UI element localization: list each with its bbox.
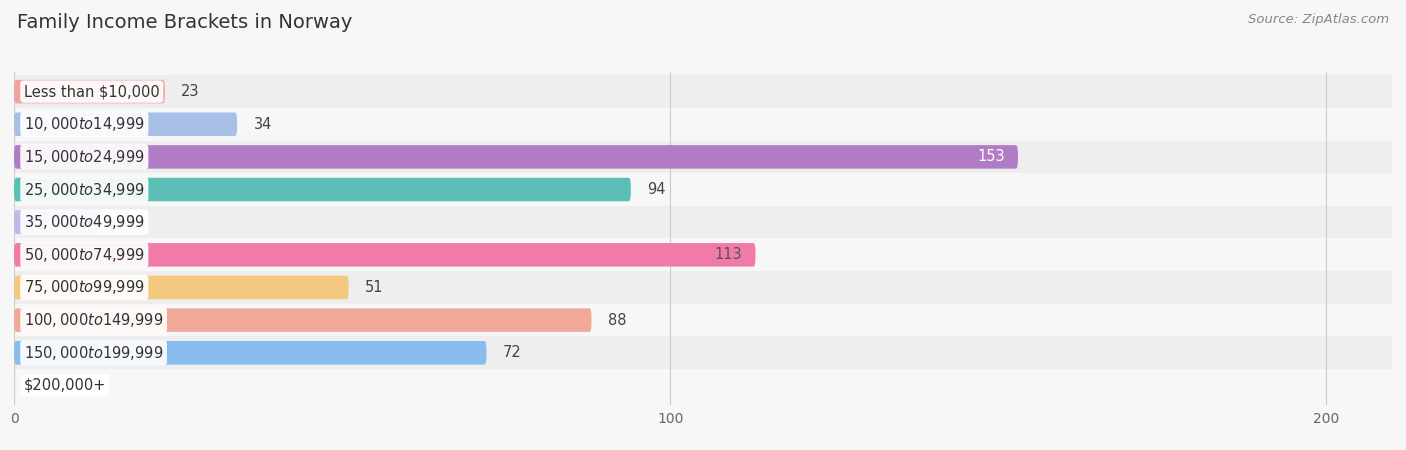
FancyBboxPatch shape [14, 308, 592, 332]
FancyBboxPatch shape [14, 211, 100, 234]
Bar [0, 75, 1406, 108]
Bar [0, 238, 1406, 271]
Bar [0, 206, 1406, 238]
Text: 113: 113 [714, 248, 742, 262]
Text: 72: 72 [503, 345, 522, 360]
FancyBboxPatch shape [14, 276, 349, 299]
Text: $200,000+: $200,000+ [24, 378, 107, 393]
Bar [0, 173, 1406, 206]
Text: 23: 23 [181, 84, 200, 99]
Text: $150,000 to $199,999: $150,000 to $199,999 [24, 344, 163, 362]
Bar [0, 271, 1406, 304]
Bar [0, 337, 1406, 369]
Text: 13: 13 [115, 215, 134, 230]
Text: $25,000 to $34,999: $25,000 to $34,999 [24, 180, 145, 198]
Bar [0, 140, 1406, 173]
Text: 34: 34 [253, 117, 271, 132]
Bar [0, 369, 1406, 402]
FancyBboxPatch shape [14, 341, 486, 365]
Text: $100,000 to $149,999: $100,000 to $149,999 [24, 311, 163, 329]
Text: Less than $10,000: Less than $10,000 [24, 84, 160, 99]
FancyBboxPatch shape [14, 112, 238, 136]
FancyBboxPatch shape [14, 80, 165, 104]
Text: $35,000 to $49,999: $35,000 to $49,999 [24, 213, 145, 231]
Text: 51: 51 [366, 280, 384, 295]
FancyBboxPatch shape [14, 243, 755, 266]
Text: $50,000 to $74,999: $50,000 to $74,999 [24, 246, 145, 264]
Text: 153: 153 [977, 149, 1005, 164]
Text: $75,000 to $99,999: $75,000 to $99,999 [24, 279, 145, 297]
Text: 0: 0 [31, 378, 39, 393]
FancyBboxPatch shape [14, 178, 631, 201]
Text: $10,000 to $14,999: $10,000 to $14,999 [24, 115, 145, 133]
Text: Family Income Brackets in Norway: Family Income Brackets in Norway [17, 14, 353, 32]
FancyBboxPatch shape [14, 145, 1018, 169]
Text: Source: ZipAtlas.com: Source: ZipAtlas.com [1249, 14, 1389, 27]
Text: 94: 94 [647, 182, 665, 197]
Bar [0, 108, 1406, 140]
Text: 88: 88 [607, 313, 626, 328]
Text: $15,000 to $24,999: $15,000 to $24,999 [24, 148, 145, 166]
Bar [0, 304, 1406, 337]
